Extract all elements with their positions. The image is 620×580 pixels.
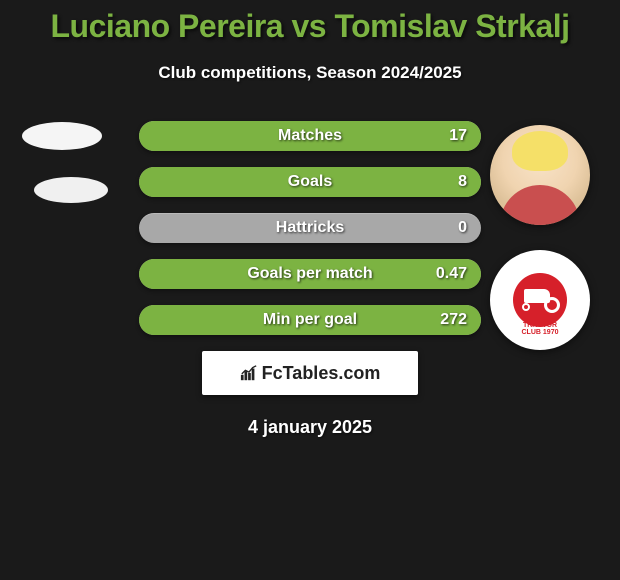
stats-container: Matches 17 Goals 8 Hattricks 0 Goals per…	[0, 121, 620, 438]
stat-label: Goals per match	[247, 265, 372, 283]
footer-date: 4 january 2025	[0, 417, 620, 438]
stat-row-goals: Goals 8	[139, 167, 481, 197]
stat-value-right: 0	[458, 219, 467, 237]
stat-value-right: 8	[458, 173, 467, 191]
stat-row-min-per-goal: Min per goal 272	[139, 305, 481, 335]
page-title: Luciano Pereira vs Tomislav Strkalj	[0, 0, 620, 45]
stat-label: Min per goal	[263, 311, 357, 329]
stat-label: Matches	[278, 127, 342, 145]
stat-value-right: 272	[440, 311, 467, 329]
stat-row-hattricks: Hattricks 0	[139, 213, 481, 243]
stat-value-right: 17	[449, 127, 467, 145]
stat-label: Goals	[288, 173, 332, 191]
stat-row-goals-per-match: Goals per match 0.47	[139, 259, 481, 289]
stat-value-right: 0.47	[436, 265, 467, 283]
stat-row-matches: Matches 17	[139, 121, 481, 151]
bars-chart-icon	[240, 364, 258, 382]
brand-text: FcTables.com	[262, 363, 381, 384]
brand-badge: FcTables.com	[202, 351, 418, 395]
page-subtitle: Club competitions, Season 2024/2025	[0, 63, 620, 83]
stat-label: Hattricks	[276, 219, 344, 237]
